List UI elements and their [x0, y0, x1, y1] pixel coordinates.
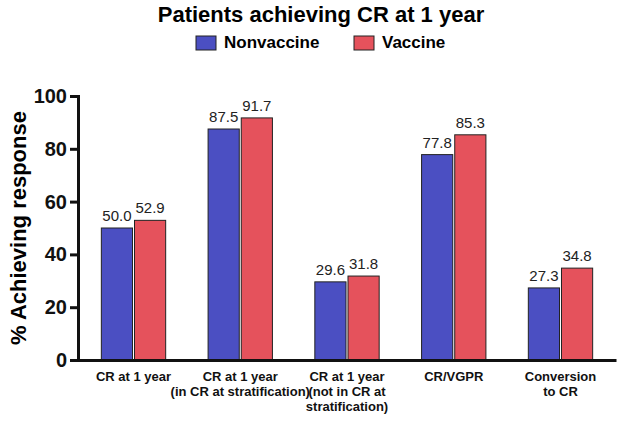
x-tick-label: CR at 1 year(not in CR atstratification)	[306, 369, 388, 414]
y-tick-label: 40	[45, 243, 67, 265]
x-tick-label: Conversionto CR	[525, 369, 597, 399]
y-tick-mark	[70, 201, 78, 204]
x-tick: CR/VGPR	[424, 360, 484, 384]
data-label: 52.9	[135, 199, 164, 216]
bar	[241, 118, 272, 360]
legend-item: Nonvaccine	[196, 33, 319, 52]
y-axis-line	[70, 97, 79, 361]
legend-label: Nonvaccine	[224, 33, 319, 52]
bar	[561, 268, 592, 360]
data-label: 27.3	[529, 267, 558, 284]
y-tick-mark	[70, 95, 78, 98]
x-tick: Conversionto CR	[525, 360, 597, 399]
bars	[101, 118, 592, 360]
legend-item: Vaccine	[354, 33, 445, 52]
plot: 50.0 87.5 29.6 77.8 27.3 52.9 91.7 31.8 85.3 34.8…	[34, 85, 617, 414]
y-tick-mark	[70, 253, 78, 256]
bar	[315, 282, 346, 360]
legend: Nonvaccine Vaccine	[196, 33, 445, 52]
chart: Patients achieving CR at 1 year Nonvaccin…	[0, 0, 622, 436]
bar	[208, 129, 239, 360]
y-tick-mark	[70, 359, 78, 362]
x-tick-label: CR at 1 year	[96, 369, 171, 384]
y-axis: 0 20 40 60 80 100	[34, 85, 79, 371]
x-tick-label: CR at 1 year(in CR at stratification)	[171, 369, 310, 399]
y-tick-label: 100	[34, 85, 67, 107]
y-tick-label: 60	[45, 191, 67, 213]
bar	[135, 220, 166, 360]
y-tick-mark	[70, 148, 78, 151]
y-tick: 80	[45, 138, 78, 160]
y-tick: 100	[34, 85, 78, 107]
data-label: 91.7	[242, 97, 271, 114]
title: Patients achieving CR at 1 year	[158, 2, 485, 27]
legend-swatch	[196, 36, 216, 50]
data-labels: 50.0 87.5 29.6 77.8 27.3 52.9 91.7 31.8 85.3 34.8	[102, 97, 591, 284]
x-tick: CR at 1 year(in CR at stratification)	[171, 360, 310, 399]
bar	[528, 288, 559, 360]
x-axis: CR at 1 yearCR at 1 year(in CR at strati…	[79, 360, 617, 414]
y-tick: 40	[45, 243, 78, 265]
y-tick-mark	[70, 306, 78, 309]
data-label: 34.8	[562, 247, 591, 264]
y-tick-label: 0	[56, 349, 67, 371]
bar	[101, 228, 132, 360]
x-axis-line	[79, 359, 617, 362]
y-tick-label: 20	[45, 296, 67, 318]
y-tick-label: 80	[45, 138, 67, 160]
data-label: 31.8	[349, 255, 378, 272]
bar	[348, 276, 379, 360]
data-label: 87.5	[209, 108, 238, 125]
y-tick: 20	[45, 296, 78, 318]
y-tick: 0	[56, 349, 78, 371]
x-tick: CR at 1 year(not in CR atstratification)	[306, 360, 388, 414]
data-label: 77.8	[423, 134, 452, 151]
data-label: 85.3	[456, 114, 485, 131]
legend-swatch	[354, 36, 374, 50]
bar	[455, 135, 486, 360]
x-tick: CR at 1 year	[96, 360, 171, 384]
data-label: 50.0	[102, 207, 131, 224]
x-tick-label: CR/VGPR	[424, 369, 484, 384]
bar	[422, 155, 453, 360]
y-tick: 60	[45, 191, 78, 213]
data-label: 29.6	[316, 261, 345, 278]
legend-label: Vaccine	[382, 33, 445, 52]
y-axis-title: % Achieving response	[6, 111, 31, 345]
